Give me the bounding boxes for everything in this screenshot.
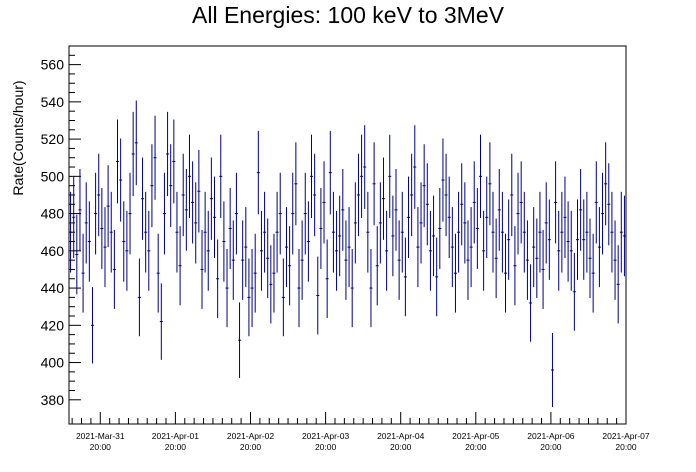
y-tick-label: 560	[41, 57, 65, 73]
y-tick-label: 440	[41, 280, 65, 296]
y-tick-label: 420	[41, 317, 65, 333]
x-tick-label: 20:00	[240, 442, 262, 452]
y-tick-label: 500	[41, 168, 65, 184]
x-tick-label: 2021-Apr-06	[527, 431, 575, 441]
y-tick-label: 480	[41, 206, 65, 222]
x-tick-label: 2021-Apr-07	[602, 431, 650, 441]
x-tick-label: 2021-Mar-31	[76, 431, 125, 441]
x-tick-label: 20:00	[90, 442, 112, 452]
x-tick-label: 20:00	[315, 442, 337, 452]
x-tick-label: 20:00	[615, 442, 637, 452]
x-tick-label: 20:00	[165, 442, 187, 452]
y-tick-label: 540	[41, 94, 65, 110]
x-tick-label: 2021-Apr-04	[377, 431, 425, 441]
y-tick-label: 380	[41, 392, 65, 408]
x-tick-label: 2021-Apr-03	[302, 431, 350, 441]
plot-frame	[68, 45, 627, 425]
chart-title: All Energies: 100 keV to 3MeV	[192, 2, 504, 28]
x-tick-label: 2021-Apr-05	[452, 431, 500, 441]
x-tick-label: 2021-Apr-01	[152, 431, 200, 441]
y-tick-label: 520	[41, 131, 65, 147]
x-tick-label: 2021-Apr-02	[227, 431, 275, 441]
x-tick-label: 20:00	[465, 442, 487, 452]
x-tick-label: 20:00	[540, 442, 562, 452]
y-tick-label: 460	[41, 243, 65, 259]
x-tick-label: 20:00	[390, 442, 412, 452]
y-tick-label: 400	[41, 355, 65, 371]
